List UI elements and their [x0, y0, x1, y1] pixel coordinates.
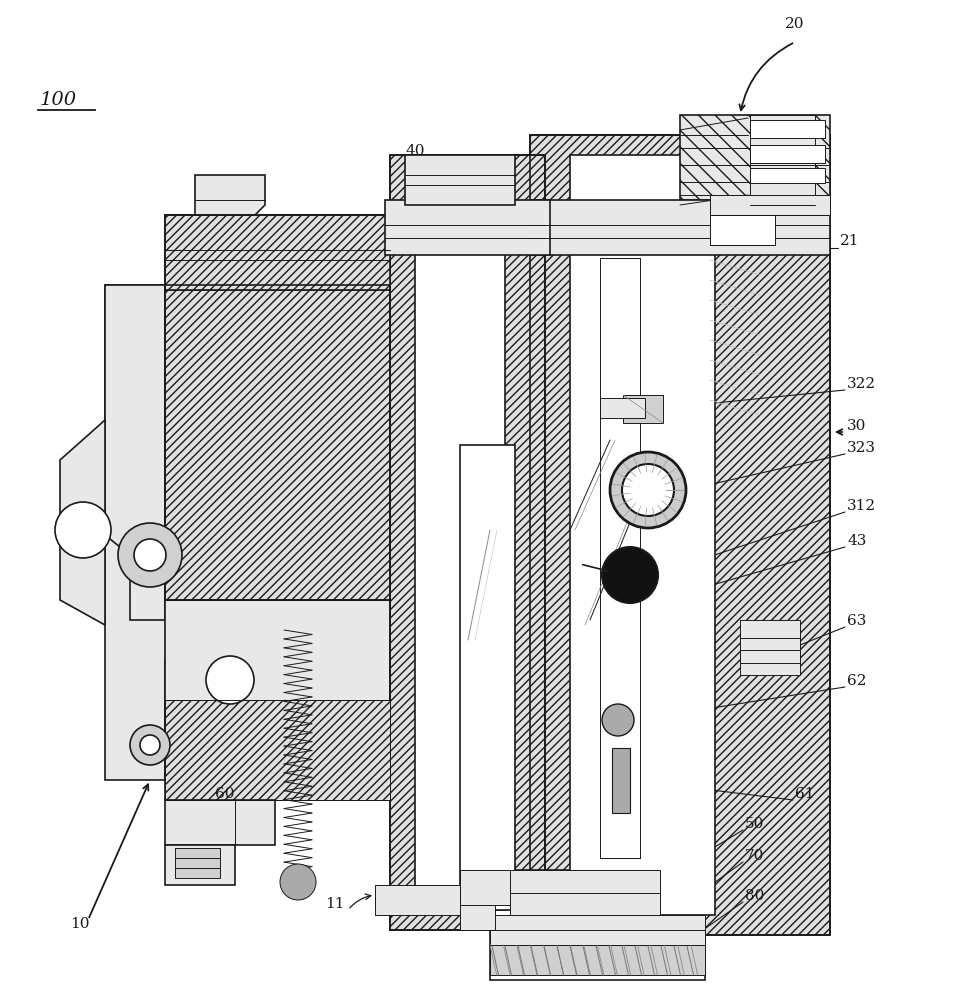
Bar [175, 848, 220, 878]
Circle shape [280, 864, 316, 900]
Bar [510, 870, 660, 915]
Text: 43: 43 [847, 534, 867, 548]
Circle shape [602, 704, 634, 736]
Circle shape [610, 452, 686, 528]
Bar [530, 200, 830, 255]
Bar [165, 215, 390, 290]
Bar [680, 115, 830, 200]
Text: 70: 70 [745, 849, 765, 863]
Bar [750, 168, 825, 183]
Text: 62: 62 [847, 674, 867, 688]
Circle shape [622, 464, 674, 516]
Text: 50: 50 [745, 817, 765, 831]
Text: 60: 60 [216, 787, 235, 801]
Text: 30: 30 [847, 419, 867, 433]
Bar [460, 905, 495, 930]
Polygon shape [105, 285, 165, 620]
Text: 322: 322 [847, 377, 876, 391]
Bar [570, 155, 715, 915]
Polygon shape [490, 870, 705, 980]
Circle shape [118, 523, 182, 587]
Bar [623, 395, 663, 423]
Bar [750, 120, 825, 138]
Bar [165, 285, 390, 600]
Bar [390, 155, 545, 930]
Bar [740, 620, 800, 675]
Polygon shape [105, 285, 225, 780]
Bar [165, 285, 390, 600]
Circle shape [130, 725, 170, 765]
Bar [530, 135, 830, 935]
Bar [165, 215, 390, 290]
Bar [530, 135, 830, 935]
Bar [165, 700, 390, 800]
Bar [415, 175, 505, 910]
Text: 323: 323 [847, 441, 876, 455]
Bar [710, 215, 775, 245]
Bar [612, 748, 630, 813]
Circle shape [140, 735, 160, 755]
Bar [460, 445, 515, 910]
Circle shape [206, 656, 254, 704]
Bar [385, 200, 550, 255]
Polygon shape [60, 420, 105, 625]
Bar [165, 600, 390, 800]
Text: 100: 100 [40, 91, 77, 109]
Circle shape [55, 502, 111, 558]
Circle shape [134, 539, 166, 571]
Bar [750, 115, 815, 205]
Circle shape [602, 547, 658, 603]
Polygon shape [195, 175, 265, 215]
Bar [460, 870, 515, 905]
Bar [750, 145, 825, 163]
Text: 40: 40 [405, 144, 425, 158]
Bar [165, 845, 235, 885]
Text: 80: 80 [745, 889, 765, 903]
Bar [600, 398, 645, 418]
Bar [165, 700, 390, 800]
Text: 63: 63 [847, 614, 867, 628]
Text: 61: 61 [795, 787, 815, 801]
Bar [390, 155, 545, 930]
Bar [375, 885, 460, 915]
Bar [405, 155, 515, 205]
Bar [710, 195, 830, 215]
Bar [165, 215, 390, 290]
Text: 10: 10 [70, 917, 90, 931]
Bar [165, 800, 275, 845]
Text: 20: 20 [785, 17, 805, 31]
Bar [490, 915, 705, 945]
Bar [490, 945, 705, 975]
Text: 312: 312 [847, 499, 876, 513]
Text: 11: 11 [325, 897, 345, 911]
Bar [600, 258, 640, 858]
Text: 21: 21 [840, 234, 860, 248]
